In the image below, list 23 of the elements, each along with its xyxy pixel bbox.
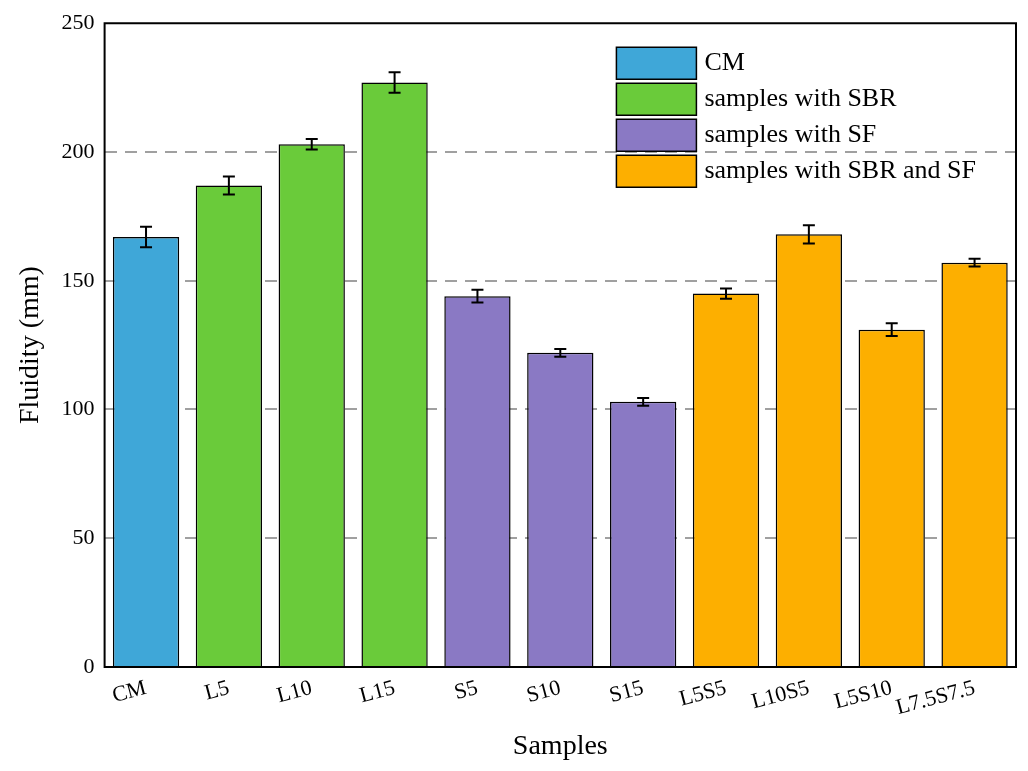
y-tick-label: 0 [83,652,95,678]
legend-label: CM [704,47,745,77]
y-tick-label: 50 [72,524,95,550]
y-tick-label: 200 [61,137,95,163]
x-tick-label: L5S5 [676,674,729,711]
x-tick-label: L5S10 [831,674,895,714]
x-tick-label: S10 [523,674,564,708]
x-tick-label: S5 [451,674,481,705]
y-axis-title: Fluidity (mm) [13,266,45,425]
x-tick-label: L10 [273,674,315,708]
legend-label: samples with SBR and SF [704,155,976,185]
x-axis-title: Samples [512,728,608,760]
y-tick-label: 250 [61,8,95,34]
x-tick-label: L15 [356,674,398,708]
legend-label: samples with SF [704,119,877,149]
x-tick-label: S15 [606,674,646,708]
y-tick-label: 150 [61,266,95,292]
legend-label: samples with SBR [704,83,898,113]
x-tick-label: L10S5 [748,674,812,714]
y-tick-label: 100 [61,395,95,421]
x-tick-label: L5 [201,674,232,705]
x-tick-label: CM [109,674,149,708]
x-tick-label: L7.5S7.5 [892,674,978,720]
